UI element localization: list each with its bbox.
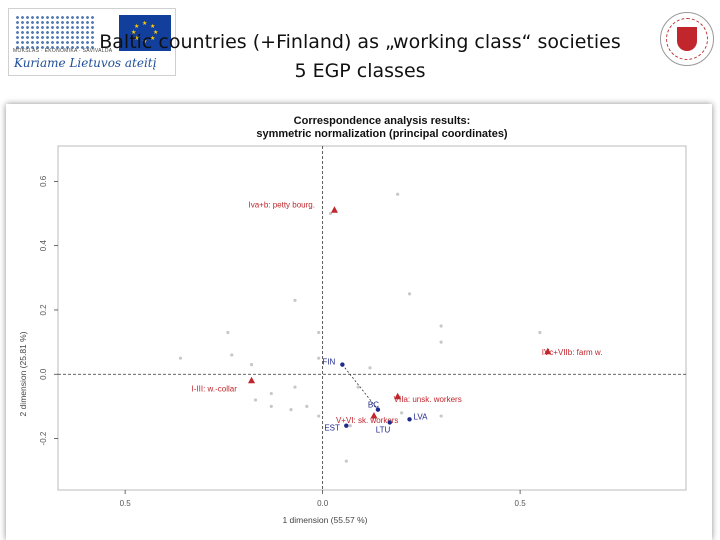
- point-label: Iva+b: petty bourg.: [248, 200, 314, 209]
- supplementary-point: [226, 330, 230, 335]
- category-point-triangle: [370, 412, 378, 419]
- university-seal-icon: [660, 12, 714, 66]
- chart-subtitle: symmetric normalization (principal coord…: [256, 128, 508, 140]
- y-axis-title: 2 dimension (25.81 %): [18, 331, 28, 416]
- point-label: FIN: [322, 358, 335, 367]
- slide-title-line1: Baltic countries (+Finland) as „working …: [99, 31, 621, 53]
- chart-panel: Correspondence analysis results: symmetr…: [6, 104, 712, 540]
- x-tick-label: 0.5: [120, 499, 132, 508]
- logo-dot-grid: [15, 15, 95, 49]
- supplementary-point: [368, 366, 372, 370]
- country-point-dot: [387, 420, 392, 425]
- category-point-triangle: [330, 206, 338, 213]
- supplementary-point: [356, 385, 360, 389]
- supplementary-point: [400, 411, 404, 415]
- chart-title: Correspondence analysis results:: [294, 115, 471, 127]
- point-label: I-III: w.-collar: [192, 385, 238, 394]
- slide-title: Baltic countries (+Finland) as „working …: [60, 28, 660, 86]
- point-label: LTU: [376, 425, 391, 434]
- supplementary-point: [439, 324, 443, 328]
- correspondence-analysis-chart: Correspondence analysis results: symmetr…: [18, 115, 687, 525]
- y-tick-label: 0.0: [39, 368, 48, 380]
- category-point-triangle: [248, 376, 256, 384]
- supplementary-point: [348, 424, 352, 428]
- country-point-dot: [344, 423, 349, 428]
- y-tick-label: 0.4: [39, 240, 48, 252]
- supplementary-point: [317, 356, 321, 360]
- point-label: VIIa: unsk. workers: [394, 395, 462, 404]
- y-tick-label: 0.2: [39, 304, 48, 316]
- x-tick-label: 0.5: [515, 499, 527, 508]
- supplementary-point: [538, 330, 542, 335]
- supplementary-point: [293, 298, 297, 302]
- supplementary-point: [230, 353, 234, 357]
- point-label: V+VI: sk. workers: [336, 416, 398, 425]
- supplementary-point: [178, 356, 183, 360]
- point-label: BC: [368, 401, 379, 410]
- supplementary-point: [293, 385, 297, 389]
- supplementary-point: [344, 459, 348, 463]
- point-label: LVA: [414, 412, 429, 421]
- supplementary-point: [317, 330, 321, 335]
- country-point-dot: [375, 407, 381, 412]
- organization-logo: ★ ★ ★ ★ ★ ★ ★ ★ MOKSLAS · EKONOMIKA · SAVIVA…: [8, 8, 176, 76]
- supplementary-point: [253, 398, 258, 402]
- eu-flag-icon: ★ ★ ★ ★ ★ ★ ★ ★: [119, 15, 171, 51]
- plot-frame: [57, 145, 687, 491]
- supplementary-point: [439, 414, 443, 418]
- supplementary-point: [249, 363, 254, 367]
- x-tick-label: 0.0: [317, 499, 329, 508]
- supplementary-point: [407, 292, 412, 296]
- supplementary-point: [317, 414, 321, 418]
- supplementary-point: [289, 408, 293, 412]
- supplementary-point: [269, 404, 273, 409]
- supplementary-point: [305, 404, 309, 409]
- supplementary-point: [269, 391, 273, 396]
- point-label: EST: [324, 424, 340, 433]
- y-tick-label: -0.2: [39, 431, 48, 445]
- supplementary-point: [396, 192, 400, 196]
- category-point-triangle: [544, 347, 552, 355]
- logo-org-text: MOKSLAS · EKONOMIKA · SAVIVALDA: [13, 48, 113, 54]
- supplementary-point: [439, 340, 443, 344]
- slide-title-line2: 5 EGP classes: [294, 60, 426, 82]
- x-axis-title: 1 dimension (55.57 %): [282, 515, 367, 525]
- y-tick-label: 0.6: [39, 175, 48, 187]
- logo-slogan: Kuriame Lietuvos ateitį: [14, 56, 157, 70]
- country-point-dot: [340, 362, 345, 367]
- country-point-dot: [407, 417, 412, 422]
- trajectory-arrow: [342, 364, 379, 410]
- point-label: IVc+VIIb: farm w.: [542, 348, 603, 357]
- category-point-triangle: [394, 392, 402, 400]
